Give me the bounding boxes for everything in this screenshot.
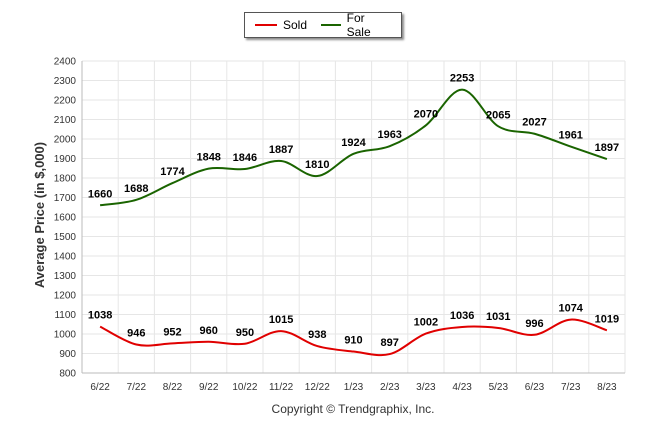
x-tick-label: 8/23 [597,382,617,393]
data-label-for-sale: 1810 [305,159,329,171]
x-tick-label: 12/22 [305,382,330,393]
data-label-for-sale: 1848 [196,152,220,164]
data-label-sold: 1038 [88,310,112,322]
x-tick-label: 6/22 [90,382,110,393]
data-label-sold: 952 [163,326,181,338]
y-tick-label: 1200 [54,291,77,302]
data-label-sold: 996 [525,318,543,330]
x-tick-label: 2/23 [380,382,400,393]
x-tick-label: 6/23 [525,382,545,393]
copyright-credit: Copyright © Trendgraphix, Inc. [272,402,435,416]
y-tick-label: 800 [59,369,76,380]
legend-label-for-sale: For Sale [346,11,371,39]
y-tick-label: 1100 [54,310,76,321]
data-label-sold: 1036 [450,310,474,322]
y-tick-label: 2200 [54,96,77,107]
x-tick-label: 7/23 [561,382,581,393]
data-label-sold: 1015 [269,314,293,326]
x-tick-label: 5/23 [489,382,509,393]
legend: Sold For Sale [244,11,402,39]
data-label-for-sale: 1963 [377,129,401,141]
data-label-for-sale: 1961 [558,130,582,142]
x-tick-label: 4/23 [452,382,472,393]
y-tick-label: 1500 [54,232,77,243]
x-tick-label: 8/22 [163,382,183,393]
legend-label-sold: Sold [283,18,308,32]
data-label-for-sale: 1688 [124,183,148,195]
series-lines [99,88,608,357]
y-tick-label: 2100 [54,115,77,126]
data-label-for-sale: 1924 [341,137,366,149]
legend-item-sold: Sold [255,18,307,32]
y-tick-label: 1300 [54,271,77,282]
data-label-sold: 1074 [558,303,583,315]
y-tick-label: 1000 [54,330,77,341]
data-label-for-sale: 1897 [595,142,619,154]
data-label-for-sale: 2070 [414,108,438,120]
y-tick-label: 2400 [54,57,77,68]
data-label-sold: 1019 [595,313,619,325]
data-label-for-sale: 2065 [486,109,510,121]
data-label-for-sale: 1846 [233,152,257,164]
y-tick-label: 1700 [54,193,77,204]
data-label-sold: 897 [381,337,399,349]
x-tick-label: 9/22 [199,382,219,393]
y-tick-label: 2000 [54,135,77,146]
series-line-for-sale [99,88,608,207]
data-label-sold: 1031 [486,311,510,323]
x-tick-label: 10/22 [232,382,257,393]
data-label-for-sale: 1774 [160,166,185,178]
x-axis-ticks: 6/22 7/22 8/22 9/22 10/22 11/22 12/22 1/23 2/23 3… [90,382,617,393]
x-tick-label: 1/23 [344,382,364,393]
y-tick-label: 2300 [54,76,77,87]
data-label-for-sale: 2253 [450,73,474,85]
x-tick-label: 11/22 [269,382,294,393]
legend-swatch-for-sale [321,24,341,26]
y-tick-label: 1800 [54,174,77,185]
data-label-sold: 1002 [414,317,438,329]
data-label-sold: 960 [200,325,218,337]
data-label-sold: 910 [344,335,362,347]
grid-lines [81,60,626,374]
y-tick-label: 1900 [54,154,77,165]
x-tick-label: 3/23 [416,382,436,393]
legend-item-for-sale: For Sale [321,11,387,39]
legend-swatch-sold [255,24,277,26]
y-tick-label: 900 [59,349,76,360]
series-line-sold [99,318,608,357]
data-labels: 1038 946 952 960 950 1015 938 910 897 1002 1036 103… [88,73,619,349]
y-axis-ticks: 800 900 1000 1100 1200 1300 1400 1500 1600 1700 18… [54,57,77,380]
y-tick-label: 1400 [54,252,77,263]
data-label-sold: 938 [308,329,326,341]
data-label-for-sale: 1887 [269,144,293,156]
x-tick-label: 7/22 [127,382,147,393]
data-label-for-sale: 2027 [522,117,546,129]
data-label-sold: 946 [127,328,145,340]
y-tick-label: 1600 [54,213,77,224]
data-label-for-sale: 1660 [88,188,112,200]
data-label-sold: 950 [236,327,254,339]
y-axis-label: Average Price (in $,000) [32,142,47,288]
